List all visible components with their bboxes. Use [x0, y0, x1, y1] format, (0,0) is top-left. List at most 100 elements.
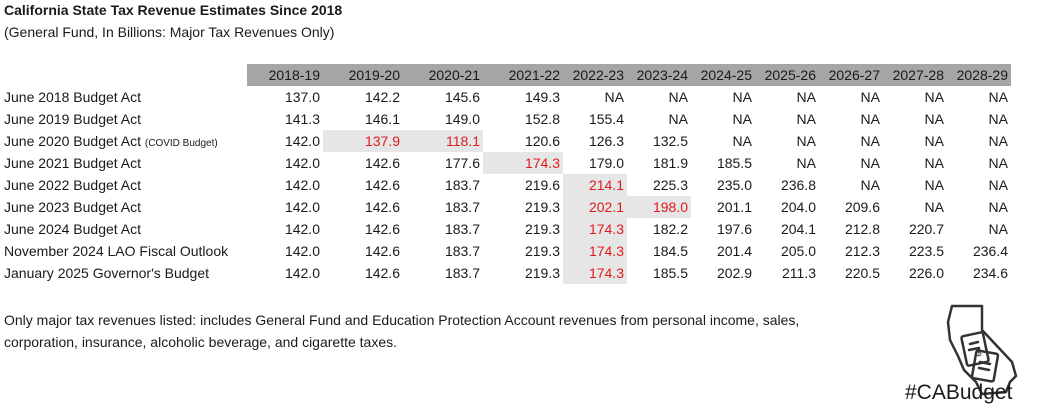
value-cell: 225.3: [652, 177, 688, 193]
revenue-table: 2018-19 2019-20 2020-21 2021-22 2022-23 2023-…: [0, 64, 1011, 284]
column-header: 2024-25: [691, 64, 755, 86]
column-header: 2028-29: [947, 64, 1011, 86]
value-cell: 149.3: [524, 89, 560, 105]
value-cell: 182.2: [652, 221, 688, 237]
table-row: January 2025 Governor's Budget 142.0 142.6…: [0, 262, 1011, 284]
value-cell: 174.3: [483, 152, 563, 174]
row-label-note: (COVID Budget): [144, 138, 218, 149]
value-cell: NA: [988, 199, 1008, 215]
value-cell: 219.3: [524, 221, 560, 237]
value-cell: 204.1: [780, 221, 816, 237]
row-label-text: June 2018 Budget Act: [4, 89, 141, 105]
value-cell: 202.1: [563, 196, 627, 218]
value-cell: 204.0: [780, 199, 816, 215]
value-cell: 212.3: [844, 243, 880, 259]
row-label-text: June 2020 Budget Act: [4, 133, 141, 149]
chart-subtitle: (General Fund, In Billions: Major Tax Re…: [4, 24, 335, 40]
header-row: 2018-19 2019-20 2020-21 2021-22 2022-23 2023-…: [0, 64, 1011, 86]
value-cell: 220.7: [908, 221, 944, 237]
value-cell: 120.6: [524, 133, 560, 149]
value-cell: 235.0: [716, 177, 752, 193]
value-cell: 137.0: [284, 89, 320, 105]
value-cell: NA: [988, 221, 1008, 237]
value-cell: 174.3: [563, 240, 627, 262]
row-label-text: June 2019 Budget Act: [4, 111, 141, 127]
value-cell: 202.9: [716, 265, 752, 281]
column-header: 2020-21: [403, 64, 483, 86]
value-cell: 142.0: [284, 221, 320, 237]
value-cell: NA: [988, 89, 1008, 105]
value-cell: NA: [924, 89, 944, 105]
value-cell: 174.3: [563, 262, 627, 284]
row-label: June 2020 Budget Act (COVID Budget): [0, 130, 247, 152]
table-body: June 2018 Budget Act 137.0 142.2 145.6 149.3…: [0, 86, 1011, 284]
value-cell: 185.5: [652, 265, 688, 281]
row-label-text: June 2024 Budget Act: [4, 221, 141, 237]
value-cell: 212.8: [844, 221, 880, 237]
value-cell: 219.3: [524, 199, 560, 215]
value-cell: 146.1: [364, 111, 400, 127]
table-row: June 2018 Budget Act 137.0 142.2 145.6 149.3…: [0, 86, 1011, 108]
value-cell: 209.6: [844, 199, 880, 215]
value-cell: NA: [796, 155, 816, 171]
value-cell: 226.0: [908, 265, 944, 281]
row-label: June 2021 Budget Act: [0, 152, 247, 174]
value-cell: 234.6: [972, 265, 1008, 281]
value-cell: 183.7: [444, 177, 480, 193]
column-header: 2027-28: [883, 64, 947, 86]
value-cell: 223.5: [908, 243, 944, 259]
table-row: June 2023 Budget Act 142.0 142.6 183.7 219.3…: [0, 196, 1011, 218]
value-cell: NA: [988, 133, 1008, 149]
row-label-text: June 2023 Budget Act: [4, 199, 141, 215]
header-blank: [0, 64, 247, 86]
value-cell: 142.6: [364, 221, 400, 237]
value-cell: 220.5: [844, 265, 880, 281]
value-cell: NA: [732, 89, 752, 105]
value-cell: 142.2: [364, 89, 400, 105]
value-cell: 184.5: [652, 243, 688, 259]
value-cell: NA: [668, 89, 688, 105]
column-header: 2021-22: [483, 64, 563, 86]
chart-title: California State Tax Revenue Estimates S…: [4, 2, 343, 18]
value-cell: NA: [988, 111, 1008, 127]
row-label: June 2018 Budget Act: [0, 86, 247, 108]
value-cell: 142.0: [284, 265, 320, 281]
value-cell: 145.6: [444, 89, 480, 105]
value-cell: 183.7: [444, 265, 480, 281]
svg-text:$: $: [976, 348, 982, 359]
column-header: 2019-20: [323, 64, 403, 86]
value-cell: 183.7: [444, 243, 480, 259]
row-label: January 2025 Governor's Budget: [0, 262, 247, 284]
value-cell: NA: [732, 133, 752, 149]
value-cell: 205.0: [780, 243, 816, 259]
value-cell: NA: [860, 177, 880, 193]
value-cell: NA: [924, 155, 944, 171]
value-cell: NA: [924, 133, 944, 149]
value-cell: 155.4: [588, 111, 624, 127]
value-cell: NA: [796, 89, 816, 105]
value-cell: 142.6: [364, 177, 400, 193]
row-label-text: November 2024 LAO Fiscal Outlook: [4, 243, 229, 259]
value-cell: NA: [924, 177, 944, 193]
value-cell: 174.3: [563, 218, 627, 240]
row-label-text: June 2021 Budget Act: [4, 155, 141, 171]
table-row: November 2024 LAO Fiscal Outlook 142.0 142…: [0, 240, 1011, 262]
value-cell: 211.3: [782, 265, 816, 281]
value-cell: NA: [988, 177, 1008, 193]
row-label: June 2023 Budget Act: [0, 196, 247, 218]
row-label: June 2024 Budget Act: [0, 218, 247, 240]
row-label-text: June 2022 Budget Act: [4, 177, 141, 193]
value-cell: 142.0: [284, 177, 320, 193]
value-cell: 142.0: [284, 155, 320, 171]
value-cell: 214.1: [563, 174, 627, 196]
row-label: June 2019 Budget Act: [0, 108, 247, 130]
row-label: June 2022 Budget Act: [0, 174, 247, 196]
value-cell: 183.7: [444, 199, 480, 215]
value-cell: NA: [796, 111, 816, 127]
value-cell: NA: [860, 133, 880, 149]
value-cell: NA: [604, 89, 624, 105]
row-label-text: January 2025 Governor's Budget: [4, 265, 210, 281]
value-cell: 198.0: [627, 196, 691, 218]
value-cell: 181.9: [652, 155, 688, 171]
table-row: June 2020 Budget Act (COVID Budget) 142.0…: [0, 130, 1011, 152]
